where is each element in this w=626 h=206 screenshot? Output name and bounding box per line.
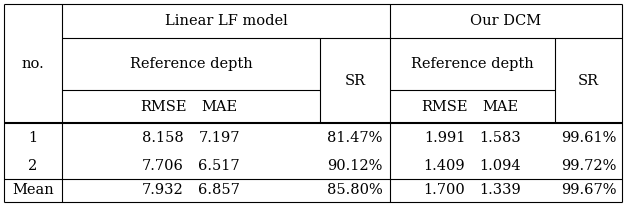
Text: SR: SR [578,74,599,88]
Text: 6.857: 6.857 [198,184,240,198]
Text: 7.197: 7.197 [198,130,240,144]
Text: 85.80%: 85.80% [327,184,383,198]
Text: 1: 1 [28,130,38,144]
Text: 6.517: 6.517 [198,158,240,172]
Text: MAE: MAE [483,99,518,114]
Text: Reference depth: Reference depth [411,57,534,71]
Text: Reference depth: Reference depth [130,57,252,71]
Text: 7.706: 7.706 [142,158,184,172]
Text: no.: no. [22,56,44,70]
Text: RMSE: RMSE [140,99,187,114]
Text: 81.47%: 81.47% [327,130,382,144]
Text: 7.932: 7.932 [142,184,184,198]
Text: 99.61%: 99.61% [561,130,616,144]
Text: 1.339: 1.339 [480,184,521,198]
Text: 1.991: 1.991 [424,130,465,144]
Text: RMSE: RMSE [421,99,468,114]
Text: 99.72%: 99.72% [561,158,616,172]
Text: 1.094: 1.094 [480,158,521,172]
Text: 1.700: 1.700 [424,184,465,198]
Text: SR: SR [344,74,366,88]
Text: 2: 2 [28,158,38,172]
Text: 1.583: 1.583 [480,130,521,144]
Text: 8.158: 8.158 [142,130,184,144]
Text: 99.67%: 99.67% [561,184,616,198]
Text: Linear LF model: Linear LF model [165,14,287,28]
Text: 1.409: 1.409 [424,158,465,172]
Text: MAE: MAE [201,99,237,114]
Text: Our DCM: Our DCM [470,14,541,28]
Text: Mean: Mean [12,184,54,198]
Text: 90.12%: 90.12% [327,158,382,172]
